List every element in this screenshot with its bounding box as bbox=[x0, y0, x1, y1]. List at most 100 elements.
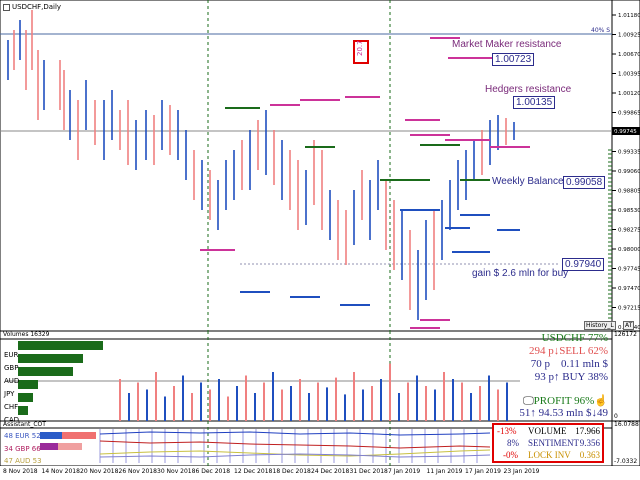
currency-label-eur: EUR bbox=[4, 351, 19, 359]
window-title-text: USDCHF,Daily bbox=[12, 3, 62, 11]
chart-title: USDCHF,Daily bbox=[3, 3, 61, 11]
history-button[interactable]: History_L bbox=[584, 321, 616, 330]
volumes-title: Volumes 16329 bbox=[3, 331, 50, 338]
time-axis-label: 14 Nov 2018 bbox=[41, 468, 80, 475]
summary-volume-pct: -13% bbox=[497, 426, 517, 436]
summary-sentiment-pct: 8% bbox=[507, 438, 519, 448]
time-axis-label: 23 Jan 2019 bbox=[503, 468, 540, 475]
time-axis: 8 Nov 2018 14 Nov 2018 20 Nov 2018 26 Nov 2… bbox=[0, 466, 640, 480]
time-axis-label: 24 Dec 2018 bbox=[311, 468, 350, 475]
currency-strength-bar bbox=[18, 367, 73, 376]
currency-label-cad: CAD bbox=[4, 416, 20, 424]
price-axis-label: 0.98275 bbox=[618, 228, 640, 234]
computer-icon: 🖵 bbox=[523, 395, 534, 407]
price-axis-label: 0.99865 bbox=[618, 111, 640, 117]
cot-label-gbp: 34 GBP 66 bbox=[4, 445, 41, 453]
stats-buy-line: 93 p↑ BUY 38% bbox=[534, 371, 608, 383]
price-chart-pane[interactable]: 1.01180 1.00925 1.00670 1.00395 1.00120 0.998… bbox=[0, 0, 640, 332]
currency-strength-bar bbox=[18, 393, 33, 402]
hedgers-value-box[interactable]: 1.00135 bbox=[513, 96, 556, 109]
time-axis-label: 30 Nov 2018 bbox=[157, 468, 196, 475]
price-axis-label: 1.00120 bbox=[618, 91, 640, 97]
currency-label-jpy: JPY bbox=[4, 390, 15, 398]
volumes-axis-top: 126172 bbox=[614, 331, 637, 338]
currency-strength-bars bbox=[18, 341, 103, 415]
price-axis-label: 1.01180 bbox=[618, 13, 640, 19]
currency-strength-bar bbox=[18, 406, 28, 415]
price-axis-label: 0.98530 bbox=[618, 208, 640, 214]
currency-label-gbp: GBP bbox=[4, 364, 19, 372]
price-axis-ticks bbox=[608, 14, 616, 328]
stats-mid-line: 70 p 0.11 mln $ bbox=[530, 358, 608, 370]
cot-pane[interactable]: Assistant_COT 16.0788 -7.0332 48 EUR 52 … bbox=[0, 420, 640, 467]
cot-line-blue bbox=[99, 431, 491, 436]
price-axis-label: 1.00395 bbox=[618, 72, 640, 78]
summary-sentiment-value: 9.356 bbox=[579, 438, 600, 448]
volumes-canvas[interactable] bbox=[0, 330, 640, 422]
market-maker-value-box[interactable]: 1.00723 bbox=[492, 53, 535, 66]
price-axis-label: 0.98000 bbox=[618, 247, 640, 253]
price-axis-label: 0.98805 bbox=[618, 189, 640, 195]
stats-profit-line: 🖵PROFIT 96%☝ bbox=[523, 394, 608, 408]
cot-bar-gbp-long bbox=[40, 443, 58, 450]
time-axis-label: 31 Dec 2018 bbox=[349, 468, 388, 475]
weekly-balance-value-box[interactable]: 0.99058 bbox=[563, 176, 606, 189]
time-axis-label: 26 Nov 2018 bbox=[118, 468, 157, 475]
hedgers-label: Hedgers resistance bbox=[485, 84, 572, 95]
summary-lockinv-label: LOCK INV bbox=[528, 450, 571, 460]
boxed-number-text: 20.7 bbox=[356, 40, 364, 56]
current-price-label: 0.99745 bbox=[614, 129, 637, 135]
currency-strength-bar bbox=[18, 380, 38, 389]
cot-title: Assistant_COT bbox=[3, 421, 46, 428]
stats-profit-text: PROFIT 96% bbox=[533, 395, 595, 407]
cot-bar-eur-short bbox=[62, 432, 96, 439]
time-axis-label: 12 Dec 2018 bbox=[234, 468, 273, 475]
cot-line-yellow bbox=[99, 449, 491, 457]
currency-strength-bar bbox=[18, 354, 83, 363]
weekly-balance-label: Weekly Balance bbox=[492, 176, 564, 187]
time-axis-label: 18 Dec 2018 bbox=[272, 468, 311, 475]
time-axis-label: 6 Dec 2018 bbox=[195, 468, 231, 475]
market-maker-label: Market Maker resistance bbox=[452, 39, 562, 50]
summary-box: -13% VOLUME 17.966 8% SENTIMENT 9.356 -0… bbox=[492, 423, 604, 463]
volumes-axis-bottom: 0 bbox=[614, 413, 618, 420]
volumes-pane[interactable]: Volumes 16329 126172 0 EUR GBP AUD JPY CHF CA… bbox=[0, 330, 640, 424]
summary-lockinv-value: 0.363 bbox=[579, 450, 600, 460]
at-button[interactable]: AT bbox=[623, 321, 635, 330]
stats-bottom-line: 51↑ 94.53 mln $↓49 bbox=[519, 407, 608, 419]
percent-note: 40% S bbox=[591, 27, 611, 34]
time-axis-label: 8 Nov 2018 bbox=[3, 468, 38, 475]
currency-label-chf: CHF bbox=[4, 403, 19, 411]
currency-label-aud: AUD bbox=[4, 377, 20, 385]
time-axis-label: 17 Jan 2019 bbox=[465, 468, 501, 475]
summary-volume-value: 17.966 bbox=[575, 426, 600, 436]
current-price-marker bbox=[612, 127, 640, 135]
price-axis-label: 0.97745 bbox=[618, 267, 640, 273]
summary-sentiment-label: SENTIMENT bbox=[528, 438, 579, 448]
cot-axis-top: 16.0788 bbox=[614, 421, 639, 428]
price-axis-label: 0.97470 bbox=[618, 286, 640, 292]
gain-label: gain $ 2.6 mln for buy bbox=[472, 268, 569, 279]
volume-bars bbox=[119, 363, 508, 421]
time-axis-label: 7 Jan 2019 bbox=[388, 468, 421, 475]
summary-lockinv-pct: -0% bbox=[503, 450, 518, 460]
price-axis-label: 1.00670 bbox=[618, 52, 640, 58]
price-axis-label: 1.00925 bbox=[618, 33, 640, 39]
window-icon bbox=[3, 3, 10, 11]
cot-bar-gbp-short bbox=[58, 443, 82, 450]
hand-icon: ☝ bbox=[594, 395, 608, 407]
currency-strength-bar bbox=[18, 341, 103, 350]
summary-volume-label: VOLUME bbox=[528, 426, 567, 436]
buy-level-value-box[interactable]: 0.97940 bbox=[562, 258, 605, 271]
cot-line-red bbox=[99, 440, 491, 449]
cot-bar-eur-long bbox=[40, 432, 62, 439]
cot-line-lavender bbox=[99, 453, 491, 458]
price-axis-label: 0.99335 bbox=[618, 150, 640, 156]
price-axis-label: 0.97215 bbox=[618, 306, 640, 312]
boxed-number-marker[interactable]: 20.7 bbox=[353, 40, 369, 64]
cot-label-aud: 47 AUD 53 bbox=[4, 457, 42, 465]
time-axis-label: 20 Nov 2018 bbox=[80, 468, 119, 475]
time-axis-label: 11 Jan 2019 bbox=[426, 468, 463, 475]
cot-axis-bottom: -7.0332 bbox=[614, 458, 638, 465]
